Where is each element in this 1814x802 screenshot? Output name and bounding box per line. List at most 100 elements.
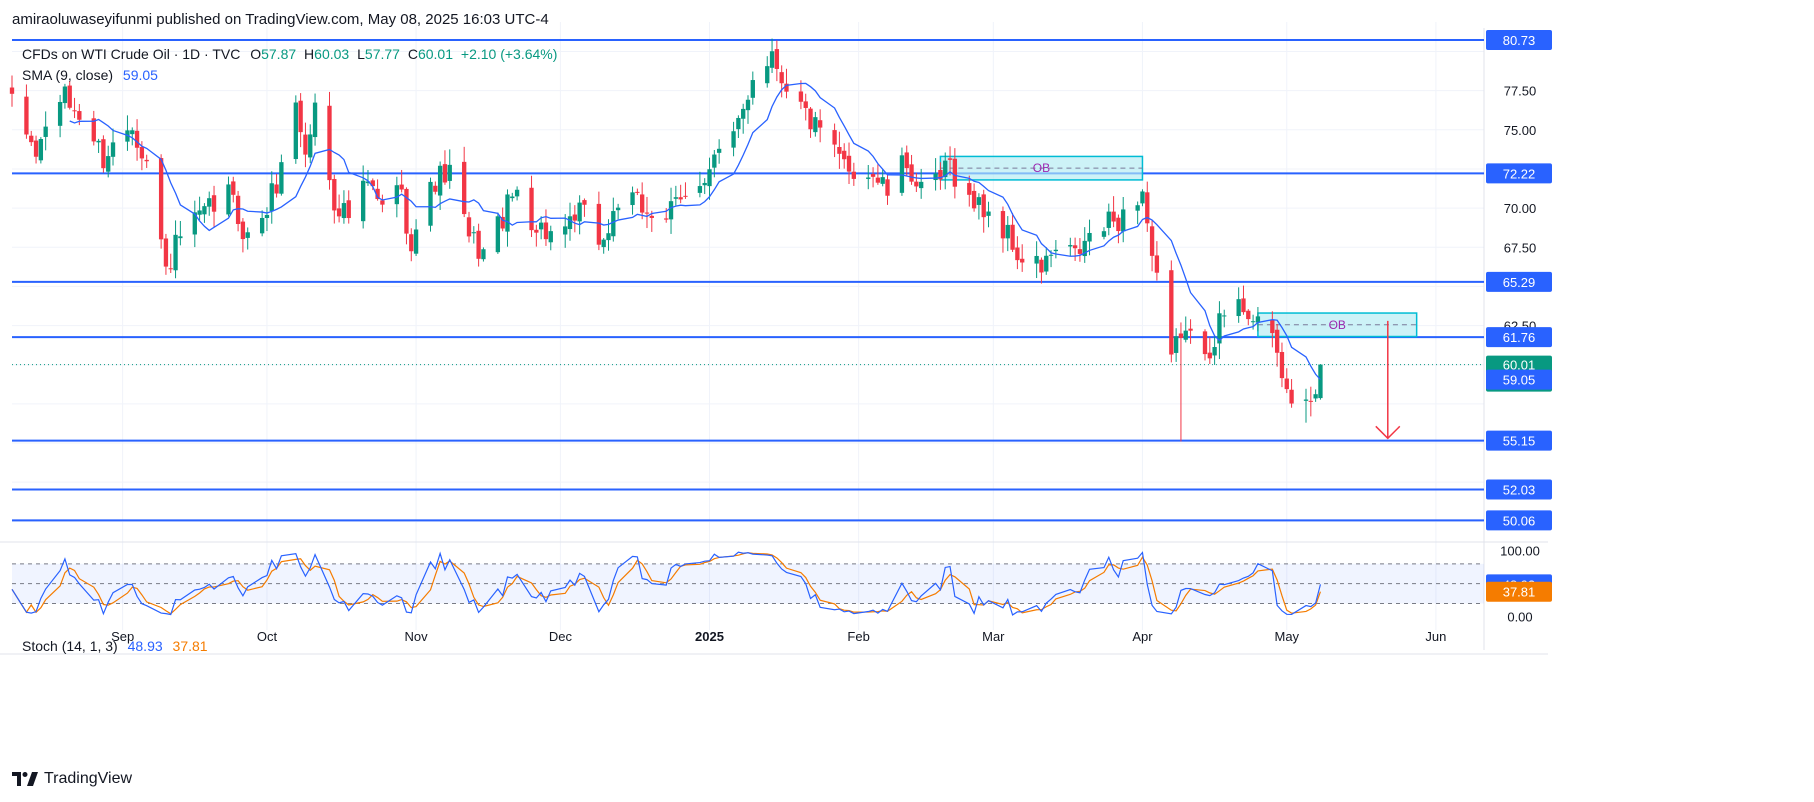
candle xyxy=(130,127,135,146)
candle xyxy=(596,191,602,251)
candle-body xyxy=(678,197,683,200)
candle-body xyxy=(43,126,48,137)
order-block-label-0: OB xyxy=(1033,161,1050,175)
candle xyxy=(62,83,68,109)
candle-body xyxy=(404,188,409,234)
candle xyxy=(380,194,385,213)
level-badge-80.73-text: 80.73 xyxy=(1503,33,1536,48)
tradingview-brand[interactable]: TradingView xyxy=(12,770,132,788)
candle xyxy=(442,150,448,185)
sma-badge-text: 59.05 xyxy=(1503,373,1536,388)
candle-body xyxy=(952,158,958,187)
legend-low-label: L xyxy=(357,46,365,62)
candle xyxy=(274,173,279,198)
candle-body xyxy=(1154,255,1160,273)
candle-body xyxy=(370,180,375,187)
candle-body xyxy=(933,173,938,181)
level-badge-50.06-bg xyxy=(1486,510,1552,531)
candle xyxy=(702,178,707,195)
candle-body xyxy=(577,202,582,222)
stoch-legend: Stoch (14, 1, 3) 48.93 37.81 xyxy=(22,638,208,654)
candle-body xyxy=(96,140,101,143)
candle xyxy=(870,167,876,188)
candle-body xyxy=(851,171,856,179)
level-badge-52.03-text: 52.03 xyxy=(1503,483,1536,498)
candle-body xyxy=(813,117,818,133)
candle xyxy=(24,84,29,139)
candle xyxy=(1101,227,1107,240)
candle-body xyxy=(837,147,842,154)
time-tick-Sep: Sep xyxy=(111,629,134,644)
candle xyxy=(851,162,856,186)
candle-body xyxy=(943,160,948,178)
level-badge-61.76-bg xyxy=(1486,327,1552,348)
candle xyxy=(308,124,313,164)
candle xyxy=(885,175,890,205)
candle-body xyxy=(1270,319,1275,334)
candle xyxy=(57,94,63,138)
candle xyxy=(716,139,722,164)
candle-body xyxy=(481,249,486,260)
sma-polyline xyxy=(69,82,1321,381)
legend-close-value: 60.01 xyxy=(417,46,454,62)
candle-body xyxy=(72,110,77,112)
candle xyxy=(197,196,202,221)
candle xyxy=(1289,379,1294,408)
candle-body xyxy=(245,232,250,238)
candle xyxy=(409,228,414,262)
candle xyxy=(370,178,375,191)
candle xyxy=(101,135,106,173)
candle xyxy=(360,165,366,229)
candle xyxy=(875,164,881,185)
candle-body xyxy=(1053,249,1059,252)
time-tick-Dec: Dec xyxy=(549,629,573,644)
candle xyxy=(1005,216,1010,252)
candle xyxy=(505,189,510,247)
candle xyxy=(269,171,274,224)
candle xyxy=(96,138,101,153)
candle-body xyxy=(798,91,804,102)
candle-body xyxy=(919,181,924,189)
candle xyxy=(134,119,140,161)
candle-body xyxy=(784,83,789,92)
candle-body xyxy=(1188,328,1193,331)
candle xyxy=(971,183,977,212)
candle-body xyxy=(808,108,813,130)
sma-badge-bg xyxy=(1486,369,1552,390)
candle-body xyxy=(29,135,34,143)
candle-body xyxy=(1222,315,1227,317)
candle-body xyxy=(1255,316,1261,323)
candle xyxy=(774,40,780,82)
candle-body xyxy=(207,198,212,207)
candle-body xyxy=(365,181,371,184)
candle-body xyxy=(1101,231,1107,237)
candle-body xyxy=(846,155,852,172)
candle xyxy=(336,194,342,223)
candle xyxy=(678,184,683,204)
candle xyxy=(668,187,674,234)
candle-body xyxy=(1217,313,1222,344)
candle xyxy=(909,154,914,185)
candle xyxy=(615,203,621,220)
candle-body xyxy=(226,184,231,215)
time-tick-Jun: Jun xyxy=(1425,629,1446,644)
candle xyxy=(1116,214,1121,244)
candle xyxy=(207,191,212,216)
candle xyxy=(832,123,837,158)
candle xyxy=(943,152,948,190)
candle-body xyxy=(312,102,318,138)
candle xyxy=(731,121,736,157)
candle xyxy=(1279,342,1285,388)
candle-body xyxy=(774,49,780,69)
candle xyxy=(1284,368,1289,394)
candle xyxy=(846,142,852,184)
order-block-zones: OB OB xyxy=(939,155,1418,338)
candle xyxy=(837,131,842,169)
legend-low-value: 57.77 xyxy=(364,46,400,62)
candle xyxy=(803,93,808,121)
candle-body xyxy=(543,222,549,240)
candle-body xyxy=(601,239,606,248)
candle-body xyxy=(765,66,770,84)
candle xyxy=(644,196,650,229)
